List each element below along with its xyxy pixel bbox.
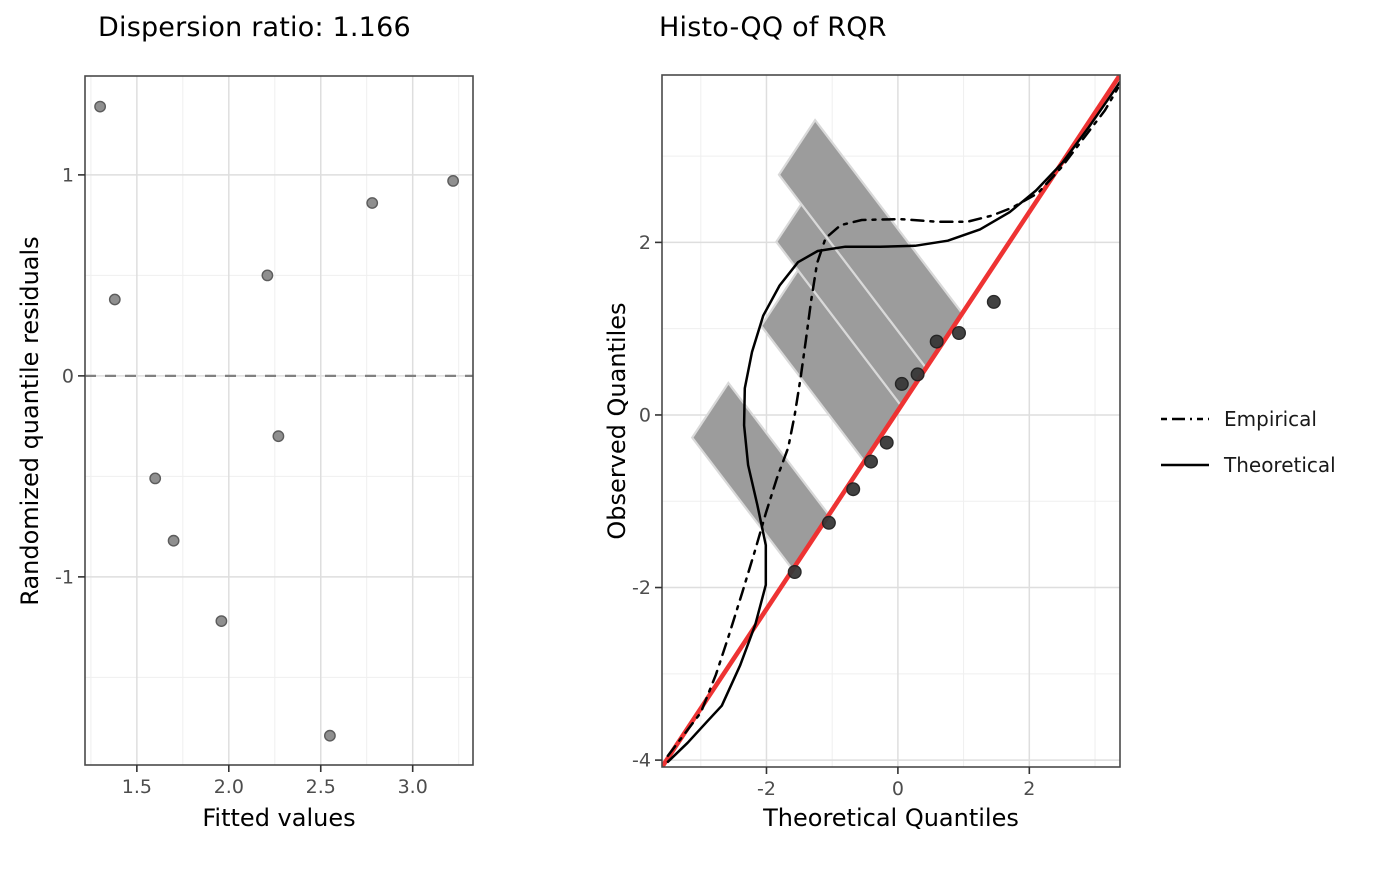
x-tick-label: 2 (1023, 778, 1035, 800)
x-tick-label: 0 (892, 778, 904, 800)
data-point (215, 615, 228, 627)
legend-item-theoretical: Theoretical (1160, 442, 1336, 488)
data-point (821, 515, 836, 530)
legend-label-empirical: Empirical (1224, 407, 1317, 431)
legend: Empirical Theoretical (1160, 396, 1336, 488)
empirical-dashdot-line-icon (1161, 417, 1209, 421)
right-plot-panel: -2 0 2 -4 -2 0 2 (632, 74, 1121, 800)
y-tick-label: 0 (639, 404, 651, 426)
x-tick-label: -2 (757, 778, 776, 800)
residual-points (94, 100, 459, 742)
data-point (952, 326, 967, 341)
right-x-axis-label: Theoretical Quantiles (763, 804, 1019, 832)
left-plot-title: Dispersion ratio: 1.166 (98, 12, 411, 43)
left-x-axis-label: Fitted values (202, 804, 356, 832)
data-point (108, 293, 121, 306)
legend-item-empirical: Empirical (1160, 396, 1336, 442)
data-point (167, 534, 180, 547)
data-point (272, 430, 285, 443)
data-point (323, 729, 336, 742)
panel-content (662, 75, 1120, 767)
data-point (879, 435, 894, 450)
y-tick-label: 0 (62, 365, 74, 387)
grid-lines (662, 75, 1120, 767)
data-point (910, 367, 925, 382)
data-point (94, 100, 107, 113)
theoretical-solid-line-icon (1161, 463, 1209, 467)
panel-background (85, 76, 473, 765)
x-tick-label: 2.0 (214, 776, 244, 798)
y-tick-label: -4 (632, 750, 651, 772)
data-point (894, 376, 909, 391)
grid-lines (85, 76, 473, 765)
qq-points (787, 294, 1001, 580)
data-point (149, 472, 162, 485)
data-point (929, 334, 944, 349)
y-tick-label: -2 (632, 577, 651, 599)
x-tick-label: 1.5 (122, 776, 152, 798)
qq-reference-line (662, 75, 1120, 767)
empirical-curve (666, 86, 1120, 758)
right-y-axis-label: Observed Quantiles (603, 302, 631, 540)
panel-border (661, 74, 1121, 768)
data-point (447, 174, 459, 187)
y-tick-label: 1 (62, 164, 74, 186)
data-point (846, 482, 861, 497)
legend-label-theoretical: Theoretical (1224, 453, 1336, 477)
data-point (986, 294, 1001, 309)
data-point (864, 454, 879, 469)
x-tick-label: 2.5 (306, 776, 336, 798)
panel-border (84, 75, 474, 766)
data-point (787, 565, 802, 580)
axis-ticks: 1.5 2.0 2.5 3.0 -1 0 1 (55, 164, 428, 798)
y-tick-label: 2 (639, 232, 651, 254)
data-point (366, 197, 379, 209)
left-plot-panel: 1.5 2.0 2.5 3.0 -1 0 1 (55, 75, 474, 798)
data-point (261, 269, 274, 282)
x-tick-label: 3.0 (398, 776, 428, 798)
left-y-axis-label: Randomized quantile residuals (16, 236, 44, 606)
y-tick-label: -1 (55, 566, 74, 588)
panel-content (85, 100, 473, 742)
right-plot-title: Histo-QQ of RQR (659, 12, 887, 43)
axis-ticks: -2 0 2 -4 -2 0 2 (632, 232, 1035, 800)
